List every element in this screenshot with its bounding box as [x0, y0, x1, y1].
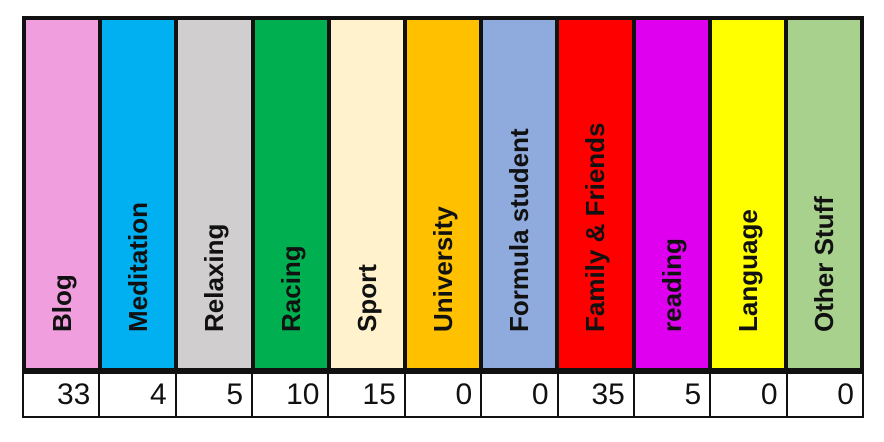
column-reading: reading — [635, 20, 708, 368]
value-cell-formula-student: 0 — [480, 374, 556, 416]
column-other-stuff: Other Stuff — [787, 20, 861, 368]
value-cell-other-stuff: 0 — [785, 374, 862, 416]
value-row: 33 4 5 10 15 0 0 35 5 0 0 — [22, 372, 864, 418]
column-label: reading — [656, 238, 687, 332]
column-blog: Blog — [26, 20, 99, 368]
column-label: Family & Friends — [580, 122, 611, 333]
value-cell-reading: 5 — [632, 374, 709, 416]
column-label: University — [428, 206, 459, 332]
column-meditation: Meditation — [102, 20, 175, 368]
column-label: Formula student — [504, 128, 535, 332]
column-label: Language — [732, 209, 763, 332]
column-language: Language — [711, 20, 784, 368]
column-label: Racing — [275, 245, 306, 332]
value-cell-sport: 15 — [327, 374, 403, 416]
column-university: University — [406, 20, 480, 368]
column-label: Sport — [351, 264, 382, 332]
column-relaxing: Relaxing — [178, 20, 251, 368]
value-cell-meditation: 4 — [98, 374, 174, 416]
value-cell-university: 0 — [403, 374, 480, 416]
value-cell-relaxing: 5 — [174, 374, 251, 416]
value-cell-blog: 33 — [56, 378, 91, 411]
value-cell-language: 0 — [709, 374, 785, 416]
column-family-friends: Family & Friends — [559, 20, 632, 368]
value-cell-family-friends: 35 — [556, 374, 633, 416]
column-label: Relaxing — [199, 223, 230, 332]
column-racing: Racing — [254, 20, 327, 368]
category-columns: Blog Meditation Relaxing Racing Sport Un… — [22, 16, 864, 372]
column-label: Meditation — [123, 202, 154, 332]
column-sport: Sport — [330, 20, 403, 368]
column-label: Blog — [47, 274, 78, 332]
column-formula-student: Formula student — [483, 20, 556, 368]
category-board: Blog Meditation Relaxing Racing Sport Un… — [22, 16, 864, 420]
column-label: Other Stuff — [808, 196, 839, 332]
value-cell-racing: 10 — [251, 374, 327, 416]
